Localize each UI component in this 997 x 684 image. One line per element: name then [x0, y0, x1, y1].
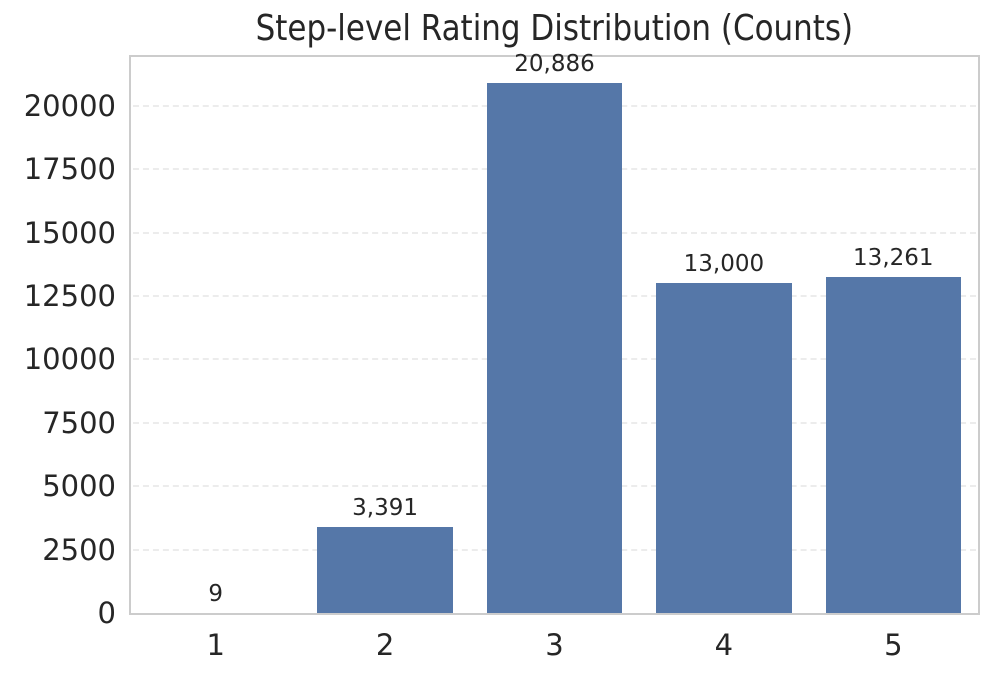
y-tick-label-7500: 7500 — [42, 405, 116, 440]
bar-category-2 — [317, 527, 453, 613]
bar-category-5 — [825, 276, 962, 613]
bar-category-4 — [656, 283, 792, 613]
x-tick-label-1: 1 — [206, 628, 225, 662]
y-tick-label-17500: 17500 — [23, 152, 116, 187]
y-tick-label-10000: 10000 — [23, 342, 116, 377]
y-tick-label-20000: 20000 — [23, 88, 116, 123]
x-tick-label-3: 3 — [545, 628, 564, 662]
bar-value-label-1: 9 — [208, 580, 223, 607]
y-tick-label-15000: 15000 — [23, 215, 116, 250]
bar-value-label-2: 3,391 — [352, 495, 419, 522]
chart-title-text: Step-level Rating Distribution (Counts) — [255, 8, 854, 49]
y-tick-label-12500: 12500 — [23, 279, 116, 314]
bar-category-3 — [486, 83, 623, 613]
y-tick-label-5000: 5000 — [42, 469, 116, 504]
bar-value-label-4: 13,000 — [683, 251, 765, 278]
chart-title: Step-level Rating Distribution (Counts) — [131, 8, 978, 50]
x-tick-label-2: 2 — [375, 628, 395, 662]
y-tick-label-0: 0 — [97, 596, 116, 630]
y-tick-label-2500: 2500 — [42, 532, 116, 567]
bar-value-label-5: 13,261 — [853, 244, 934, 271]
bar-value-label-3: 20,886 — [514, 51, 595, 78]
x-tick-label-4: 4 — [714, 628, 734, 662]
x-tick-label-5: 5 — [884, 628, 903, 662]
